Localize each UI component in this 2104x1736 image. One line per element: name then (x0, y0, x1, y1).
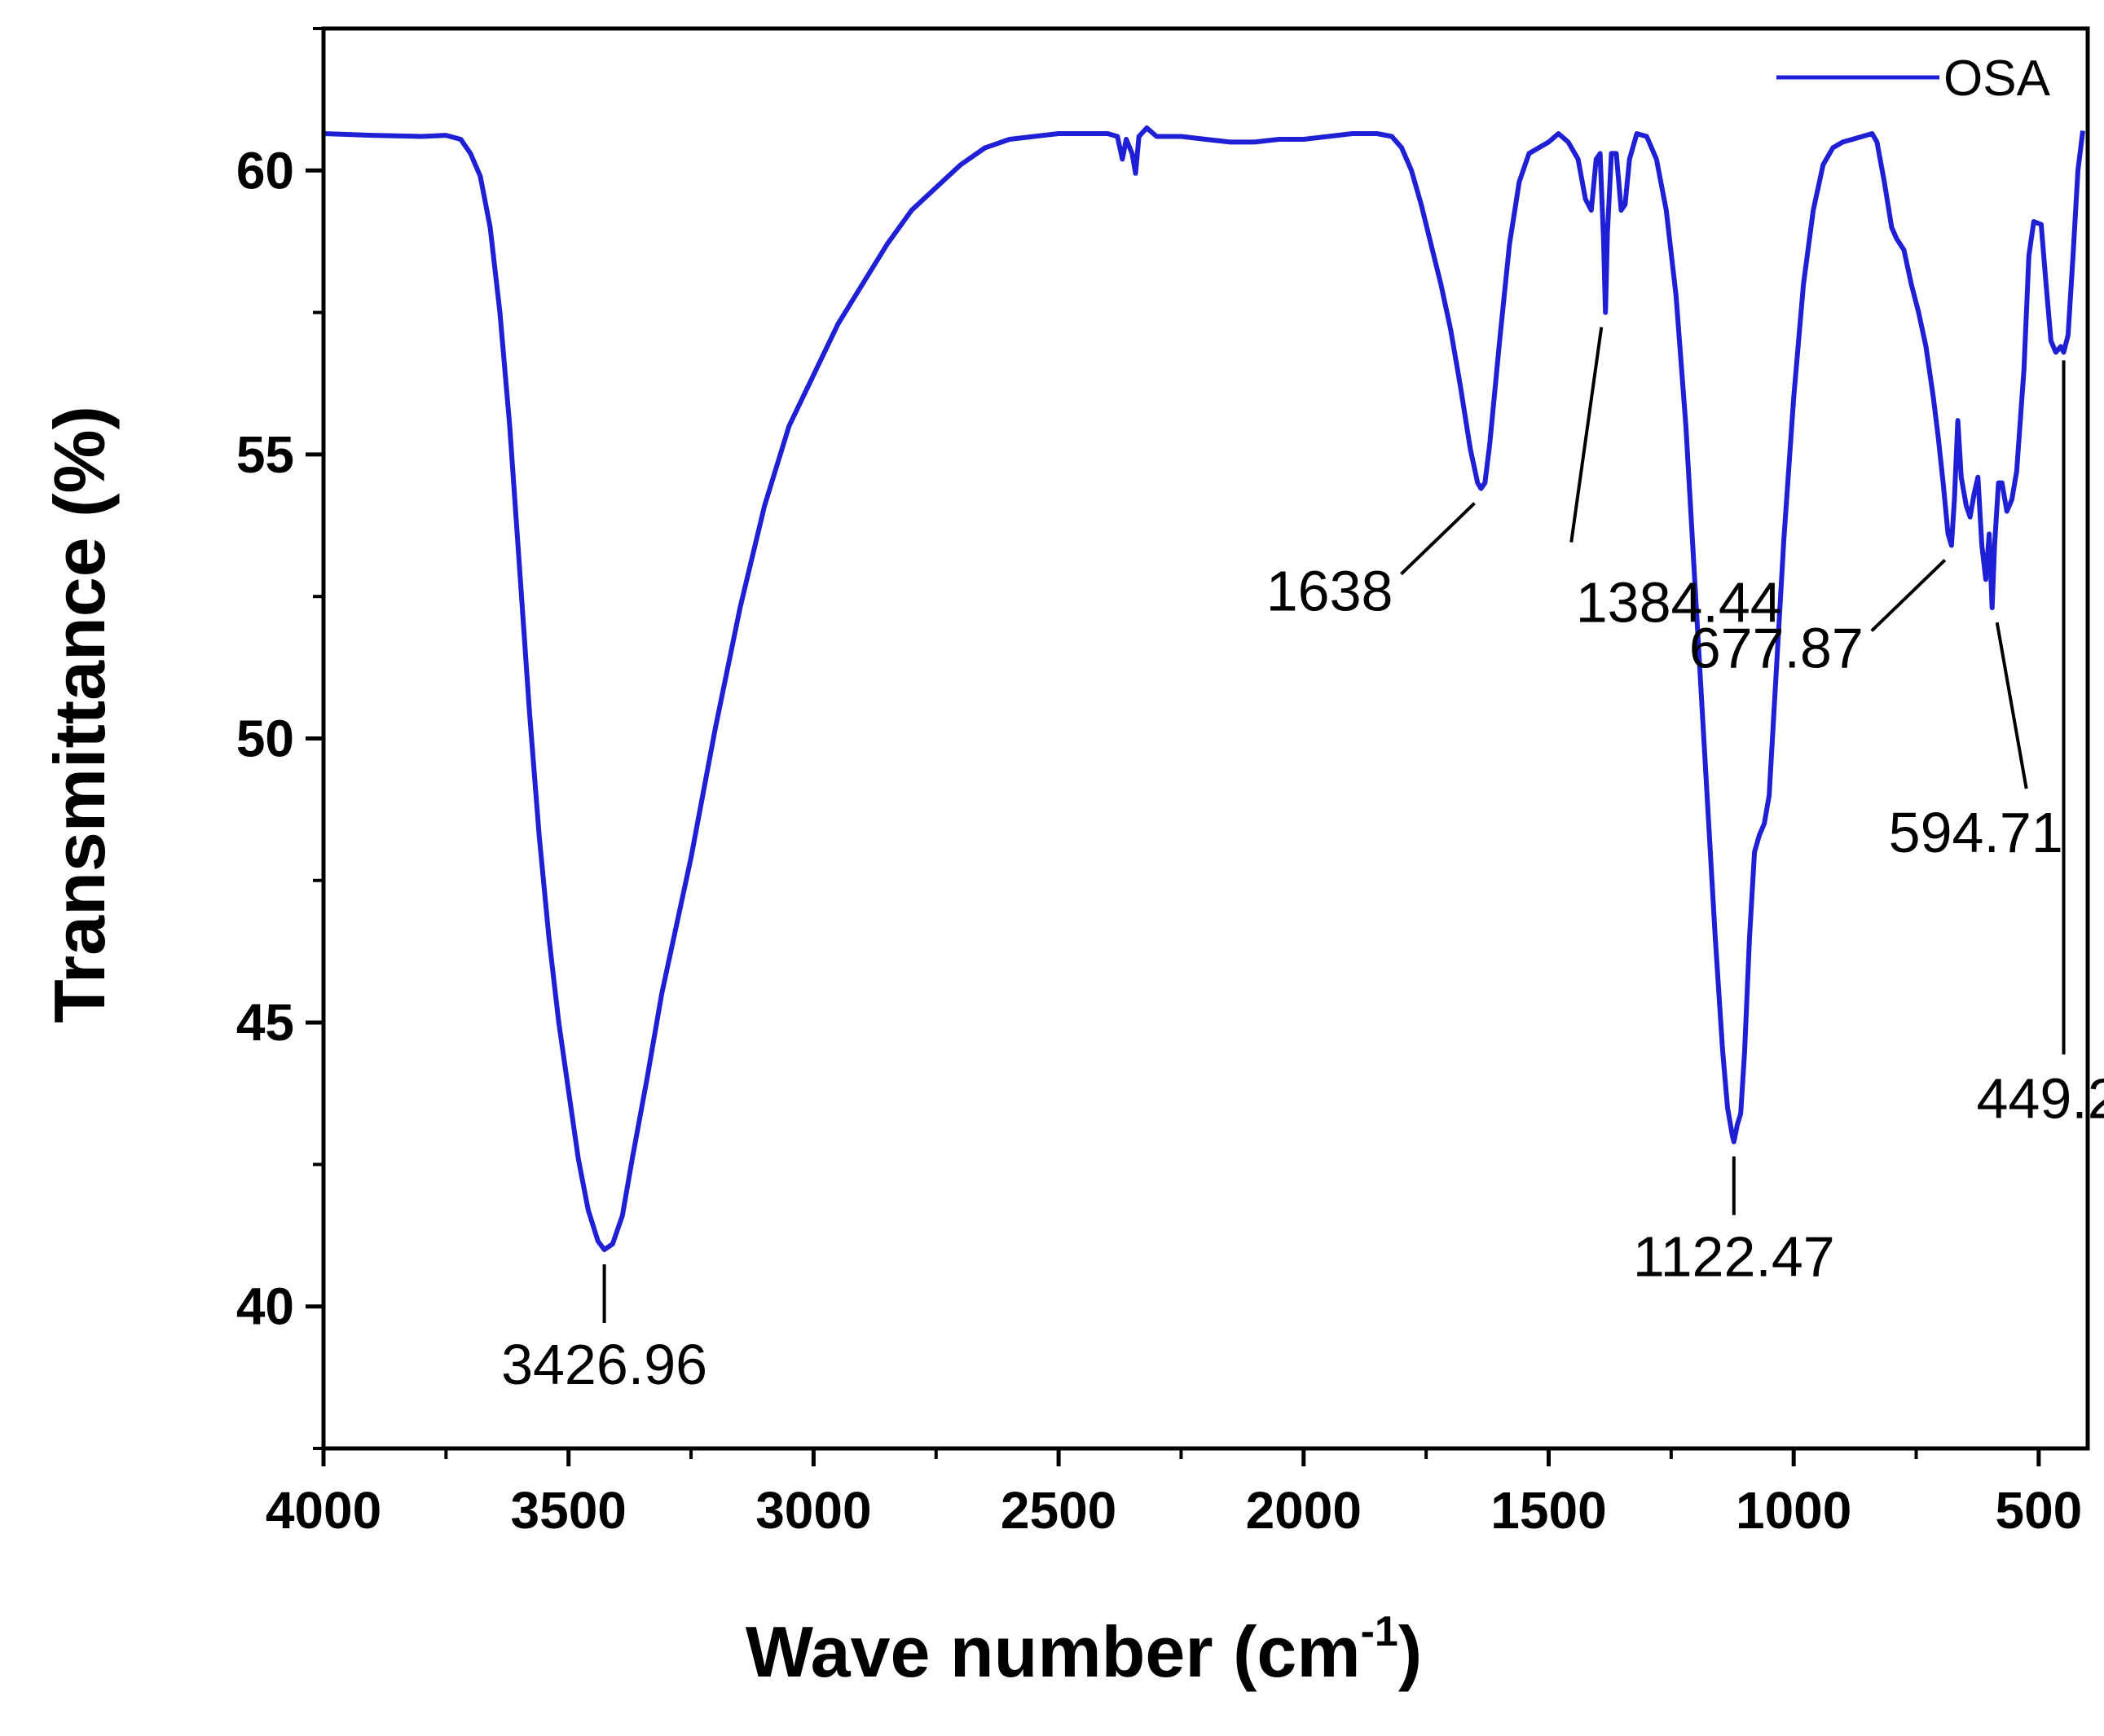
x-axis-title-main: Wave number (cm (746, 1611, 1361, 1692)
legend: OSA (1776, 51, 2051, 107)
y-tick-label: 55 (236, 425, 294, 484)
x-tick-label: 3000 (755, 1481, 871, 1540)
peak-label: 1384.44 (1576, 571, 1782, 635)
x-axis-title-close: ) (1398, 1611, 1422, 1692)
x-tick-label: 3500 (511, 1481, 627, 1540)
y-tick-label: 60 (236, 141, 294, 200)
peak-label: 1638 (1266, 560, 1393, 623)
peak-annotations: 3426.96 1638 1384.44 1122.47 677.87 594.71 449… (501, 327, 2104, 1396)
legend-label-osa: OSA (1943, 51, 2051, 107)
y-tick-label: 40 (236, 1277, 294, 1336)
y-tick-labels: 40 45 50 55 60 (236, 141, 294, 1335)
peak-leader-line (1569, 327, 1604, 543)
y-axis-title: Transmittance (%) (39, 406, 120, 1023)
x-tick-label: 2500 (1001, 1481, 1116, 1540)
x-tick-label: 500 (1995, 1481, 2082, 1540)
peak-leader-line (1870, 559, 1947, 632)
peak-label: 1122.47 (1633, 1225, 1835, 1289)
x-axis-title-superscript: -1 (1361, 1608, 1398, 1655)
peak-leader-line (1995, 622, 2028, 789)
peak-label: 449.20 (1976, 1066, 2104, 1130)
peak-label: 677.87 (1689, 616, 1864, 679)
peak-leader-line (1400, 502, 1476, 576)
peak-label: 3426.96 (501, 1333, 707, 1396)
peak-label: 594.71 (1889, 801, 2063, 864)
x-tick-label: 2000 (1246, 1481, 1362, 1540)
x-tick-labels: 4000 3500 3000 2500 2000 1500 1000 500 (266, 1481, 2082, 1540)
y-tick-label: 45 (236, 993, 294, 1052)
series-layer (323, 125, 2085, 1252)
plot-frame (321, 26, 2090, 1451)
y-tick-label: 50 (236, 710, 294, 768)
series-line-osa (323, 125, 2085, 1252)
x-tick-label: 4000 (266, 1481, 381, 1540)
x-tick-label: 1500 (1490, 1481, 1606, 1540)
x-axis-title: Wave number (cm-1) (746, 1608, 1422, 1692)
x-tick-label: 1000 (1736, 1481, 1851, 1540)
